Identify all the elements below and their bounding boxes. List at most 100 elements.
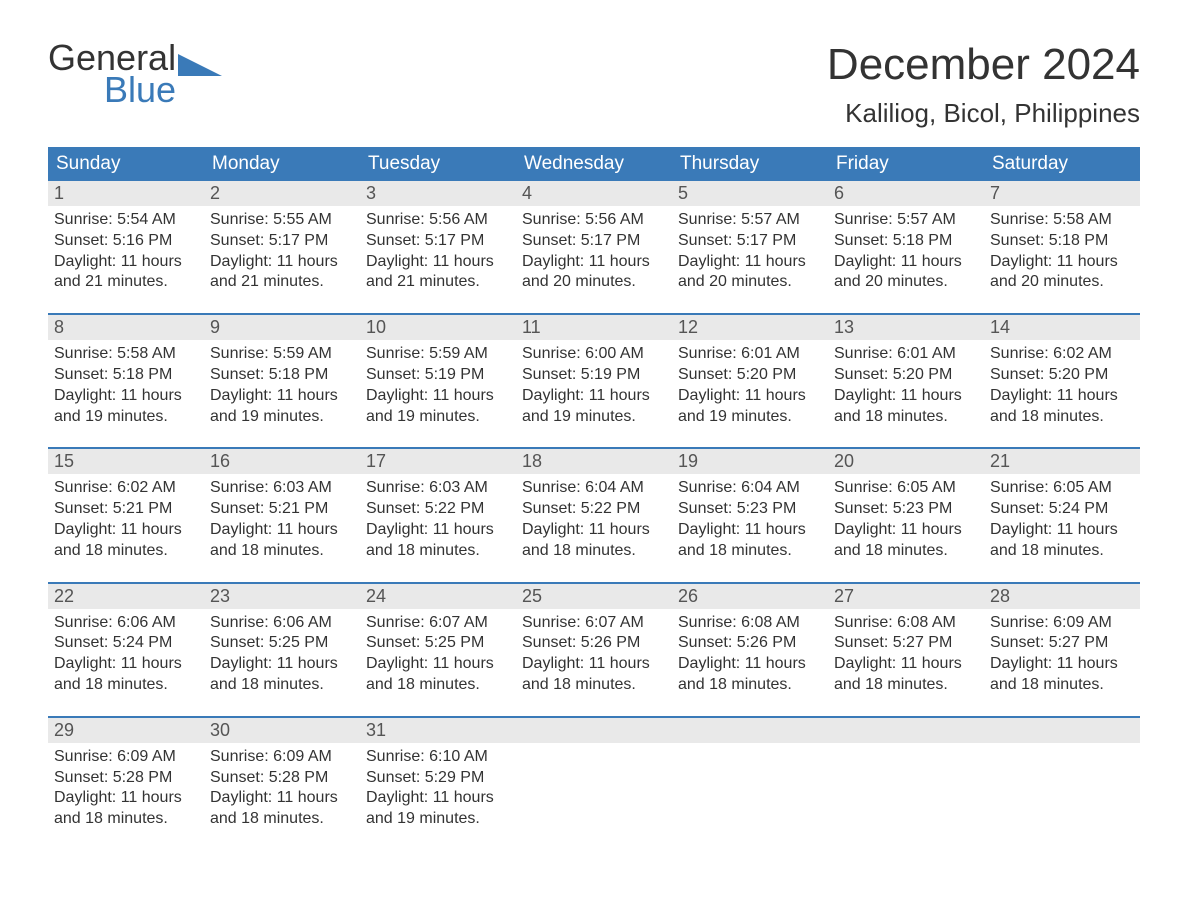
daylight-line: Daylight: 11 hours and 18 minutes.: [834, 520, 978, 562]
daylight-line: Daylight: 11 hours and 18 minutes.: [990, 654, 1134, 696]
weekday-label: Monday: [204, 147, 360, 181]
calendar-day: 8Sunrise: 5:58 AMSunset: 5:18 PMDaylight…: [48, 315, 204, 435]
day-content: Sunrise: 6:02 AMSunset: 5:20 PMDaylight:…: [984, 340, 1140, 435]
calendar-day: [828, 718, 984, 838]
day-number: 9: [204, 315, 360, 340]
logo-text-blue: Blue: [104, 72, 222, 108]
sunset-line: Sunset: 5:17 PM: [678, 231, 822, 252]
day-number: 8: [48, 315, 204, 340]
day-content: Sunrise: 6:04 AMSunset: 5:23 PMDaylight:…: [672, 474, 828, 569]
day-number: 11: [516, 315, 672, 340]
sunrise-line: Sunrise: 5:55 AM: [210, 210, 354, 231]
sunrise-line: Sunrise: 5:56 AM: [522, 210, 666, 231]
day-content: Sunrise: 6:09 AMSunset: 5:28 PMDaylight:…: [48, 743, 204, 838]
calendar-day: 20Sunrise: 6:05 AMSunset: 5:23 PMDayligh…: [828, 449, 984, 569]
calendar-day: 6Sunrise: 5:57 AMSunset: 5:18 PMDaylight…: [828, 181, 984, 301]
title-block: December 2024 Kaliliog, Bicol, Philippin…: [827, 40, 1140, 129]
day-number: 23: [204, 584, 360, 609]
daylight-line: Daylight: 11 hours and 18 minutes.: [522, 654, 666, 696]
sunrise-line: Sunrise: 6:01 AM: [834, 344, 978, 365]
daylight-line: Daylight: 11 hours and 18 minutes.: [54, 520, 198, 562]
sunset-line: Sunset: 5:29 PM: [366, 768, 510, 789]
weekday-header-row: SundayMondayTuesdayWednesdayThursdayFrid…: [48, 147, 1140, 181]
sunrise-line: Sunrise: 6:09 AM: [990, 613, 1134, 634]
daylight-line: Daylight: 11 hours and 19 minutes.: [366, 386, 510, 428]
calendar-day: 13Sunrise: 6:01 AMSunset: 5:20 PMDayligh…: [828, 315, 984, 435]
sunset-line: Sunset: 5:17 PM: [210, 231, 354, 252]
calendar-day: 7Sunrise: 5:58 AMSunset: 5:18 PMDaylight…: [984, 181, 1140, 301]
daylight-line: Daylight: 11 hours and 21 minutes.: [366, 252, 510, 294]
daylight-line: Daylight: 11 hours and 18 minutes.: [210, 788, 354, 830]
day-number: 2: [204, 181, 360, 206]
daylight-line: Daylight: 11 hours and 20 minutes.: [522, 252, 666, 294]
calendar-week: 1Sunrise: 5:54 AMSunset: 5:16 PMDaylight…: [48, 181, 1140, 301]
sunrise-line: Sunrise: 6:07 AM: [366, 613, 510, 634]
sunrise-line: Sunrise: 6:00 AM: [522, 344, 666, 365]
day-content: Sunrise: 6:08 AMSunset: 5:27 PMDaylight:…: [828, 609, 984, 704]
sunset-line: Sunset: 5:28 PM: [210, 768, 354, 789]
calendar-week: 8Sunrise: 5:58 AMSunset: 5:18 PMDaylight…: [48, 313, 1140, 435]
calendar-day: 10Sunrise: 5:59 AMSunset: 5:19 PMDayligh…: [360, 315, 516, 435]
calendar-day: [672, 718, 828, 838]
sunrise-line: Sunrise: 6:07 AM: [522, 613, 666, 634]
calendar-day: 5Sunrise: 5:57 AMSunset: 5:17 PMDaylight…: [672, 181, 828, 301]
day-content: Sunrise: 6:10 AMSunset: 5:29 PMDaylight:…: [360, 743, 516, 838]
calendar-day: 30Sunrise: 6:09 AMSunset: 5:28 PMDayligh…: [204, 718, 360, 838]
sunrise-line: Sunrise: 6:05 AM: [834, 478, 978, 499]
sunrise-line: Sunrise: 5:57 AM: [678, 210, 822, 231]
day-number: 16: [204, 449, 360, 474]
sunrise-line: Sunrise: 6:06 AM: [210, 613, 354, 634]
daylight-line: Daylight: 11 hours and 21 minutes.: [54, 252, 198, 294]
logo: General Blue: [48, 40, 222, 108]
day-content: Sunrise: 6:01 AMSunset: 5:20 PMDaylight:…: [828, 340, 984, 435]
day-number: 6: [828, 181, 984, 206]
page-title: December 2024: [827, 40, 1140, 90]
daylight-line: Daylight: 11 hours and 18 minutes.: [834, 386, 978, 428]
day-number: [672, 718, 828, 743]
sunrise-line: Sunrise: 6:04 AM: [522, 478, 666, 499]
sunrise-line: Sunrise: 6:06 AM: [54, 613, 198, 634]
day-content: Sunrise: 5:55 AMSunset: 5:17 PMDaylight:…: [204, 206, 360, 301]
sunset-line: Sunset: 5:20 PM: [678, 365, 822, 386]
page-subtitle: Kaliliog, Bicol, Philippines: [827, 98, 1140, 129]
calendar-day: 3Sunrise: 5:56 AMSunset: 5:17 PMDaylight…: [360, 181, 516, 301]
day-number: [828, 718, 984, 743]
day-content: Sunrise: 6:07 AMSunset: 5:25 PMDaylight:…: [360, 609, 516, 704]
day-content: Sunrise: 6:05 AMSunset: 5:23 PMDaylight:…: [828, 474, 984, 569]
day-number: 25: [516, 584, 672, 609]
daylight-line: Daylight: 11 hours and 18 minutes.: [990, 386, 1134, 428]
day-number: 17: [360, 449, 516, 474]
calendar-day: 21Sunrise: 6:05 AMSunset: 5:24 PMDayligh…: [984, 449, 1140, 569]
calendar-day: 4Sunrise: 5:56 AMSunset: 5:17 PMDaylight…: [516, 181, 672, 301]
day-content: Sunrise: 6:09 AMSunset: 5:28 PMDaylight:…: [204, 743, 360, 838]
calendar-day: 9Sunrise: 5:59 AMSunset: 5:18 PMDaylight…: [204, 315, 360, 435]
sunrise-line: Sunrise: 6:04 AM: [678, 478, 822, 499]
day-number: 31: [360, 718, 516, 743]
daylight-line: Daylight: 11 hours and 21 minutes.: [210, 252, 354, 294]
sunrise-line: Sunrise: 6:03 AM: [366, 478, 510, 499]
day-content: Sunrise: 5:54 AMSunset: 5:16 PMDaylight:…: [48, 206, 204, 301]
calendar-day: 1Sunrise: 5:54 AMSunset: 5:16 PMDaylight…: [48, 181, 204, 301]
daylight-line: Daylight: 11 hours and 18 minutes.: [366, 654, 510, 696]
sunset-line: Sunset: 5:17 PM: [522, 231, 666, 252]
sunrise-line: Sunrise: 6:05 AM: [990, 478, 1134, 499]
calendar-day: 29Sunrise: 6:09 AMSunset: 5:28 PMDayligh…: [48, 718, 204, 838]
weekday-label: Wednesday: [516, 147, 672, 181]
day-content: Sunrise: 5:58 AMSunset: 5:18 PMDaylight:…: [48, 340, 204, 435]
sunrise-line: Sunrise: 5:54 AM: [54, 210, 198, 231]
calendar: SundayMondayTuesdayWednesdayThursdayFrid…: [48, 147, 1140, 838]
calendar-day: 23Sunrise: 6:06 AMSunset: 5:25 PMDayligh…: [204, 584, 360, 704]
day-content: Sunrise: 6:06 AMSunset: 5:25 PMDaylight:…: [204, 609, 360, 704]
day-content: Sunrise: 5:56 AMSunset: 5:17 PMDaylight:…: [360, 206, 516, 301]
sunset-line: Sunset: 5:18 PM: [990, 231, 1134, 252]
sunrise-line: Sunrise: 6:09 AM: [54, 747, 198, 768]
day-content: Sunrise: 6:08 AMSunset: 5:26 PMDaylight:…: [672, 609, 828, 704]
sunset-line: Sunset: 5:18 PM: [210, 365, 354, 386]
sunset-line: Sunset: 5:18 PM: [54, 365, 198, 386]
calendar-day: 14Sunrise: 6:02 AMSunset: 5:20 PMDayligh…: [984, 315, 1140, 435]
daylight-line: Daylight: 11 hours and 18 minutes.: [522, 520, 666, 562]
daylight-line: Daylight: 11 hours and 20 minutes.: [678, 252, 822, 294]
sunset-line: Sunset: 5:18 PM: [834, 231, 978, 252]
day-number: 20: [828, 449, 984, 474]
day-number: 30: [204, 718, 360, 743]
